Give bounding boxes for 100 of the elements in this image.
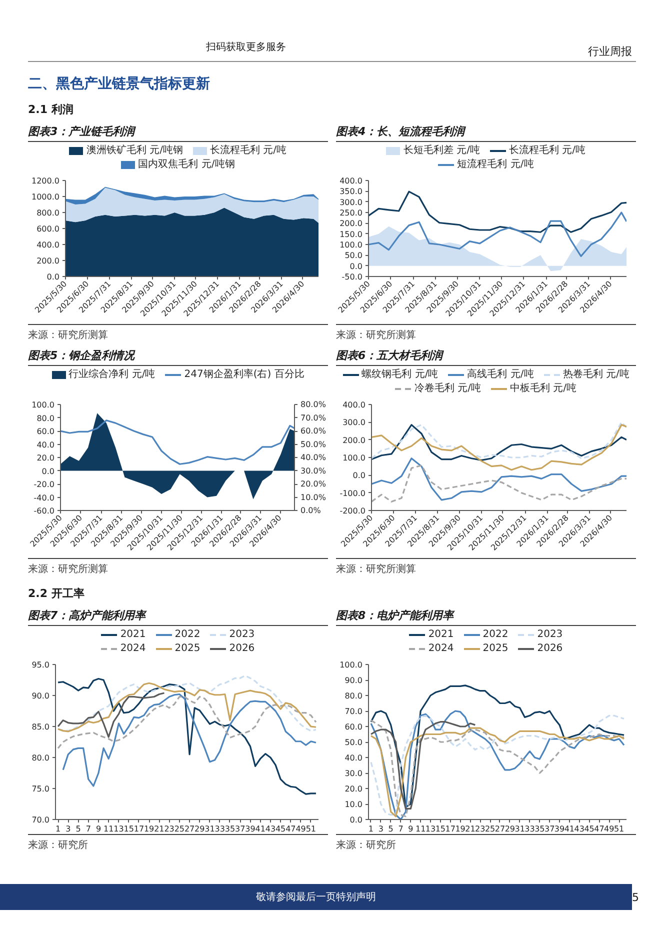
y-tick-label: 50.0: [344, 251, 362, 260]
y-tick-label: 10.0: [344, 800, 362, 809]
x-tick-label: 43: [574, 824, 584, 834]
y-tick-label: 50.0: [344, 738, 362, 747]
x-tick-label: 1: [55, 824, 61, 834]
source-note: 来源：研究所测算: [336, 324, 636, 344]
x-tick-label: 51: [614, 824, 624, 834]
legend-label: 2025: [174, 643, 200, 654]
legend-label: 螺纹钢毛利 元/吨: [362, 369, 438, 380]
y-tick-label: 60.0: [36, 427, 54, 436]
y2-tick-label: 0.0%: [300, 506, 322, 515]
x-tick-label: 27: [494, 824, 506, 834]
y-tick-label: 20.0: [344, 784, 362, 794]
chart-title: 图表8：电炉产能利用率: [336, 604, 636, 626]
y-tick-label: 1200.0: [32, 176, 60, 186]
x-tick-label: 15: [435, 824, 446, 834]
y2-tick-label: 40.0%: [300, 453, 326, 462]
y-tick-label: -200.0: [340, 506, 366, 516]
y-tick-label: 80.0: [32, 754, 50, 762]
x-tick-label: 29: [504, 824, 515, 834]
x-tick-label: 49: [296, 824, 306, 834]
y-tick-label: 90.0: [32, 692, 50, 700]
text: 5: [632, 890, 639, 906]
x-tick-label: 23: [475, 824, 486, 834]
legend-label: 2022: [482, 629, 508, 640]
legend-label: 2024: [120, 643, 146, 654]
y2-tick-label: 70.0%: [300, 413, 326, 422]
y-tick-label: 800.0: [36, 208, 60, 218]
x-tick-label: 11: [416, 824, 426, 834]
x-tick-label: 9: [96, 824, 102, 834]
legend-label: 中板毛利 元/吨: [510, 383, 577, 394]
y2-tick-label: 30.0%: [300, 466, 326, 476]
y2-tick-label: 80.0%: [300, 400, 326, 409]
legend-label: 2024: [428, 643, 454, 654]
x-tick-label: 39: [245, 824, 256, 834]
x-tick-label: 35: [224, 824, 236, 834]
chart-title: 图表5：钢企盈利情况: [28, 344, 328, 366]
x-tick-label: 43: [265, 824, 276, 834]
x-tick-label: 5: [76, 824, 81, 834]
legend-label: 澳洲铁矿毛利 元/吨钢: [86, 145, 183, 156]
text: 行业周报: [332, 0, 636, 62]
chart-title: 图表3：产业链毛利润: [28, 120, 328, 142]
y2-tick-label: 50.0%: [300, 440, 326, 449]
x-tick-label: 41: [564, 824, 575, 834]
source-note: 来源：研究所: [28, 834, 328, 854]
y-tick-label: 150.0: [340, 230, 363, 239]
legend-label: 长流程毛利 元/吨: [509, 145, 586, 156]
y-tick-label: 100.0: [342, 454, 366, 462]
y-tick-label: 1000.0: [32, 192, 60, 202]
y-tick-label: 20.0: [36, 454, 54, 462]
legend-label: 2023: [537, 629, 563, 640]
y-tick-label: 0.0: [350, 262, 363, 271]
legend-label: 冷卷毛利 元/吨: [414, 383, 481, 394]
y-tick-label: 90.0: [344, 676, 362, 685]
y-tick-label: 0.0: [42, 466, 55, 476]
chart-title: 图表6：五大材毛利润: [336, 344, 636, 366]
x-tick-label: 49: [604, 824, 614, 834]
legend-label: 高线毛利 元/吨: [467, 369, 534, 380]
legend-label: 247钢企盈利率(右) 百分比: [184, 369, 304, 380]
x-tick-label: 15: [124, 824, 134, 834]
y-tick-label: 200.0: [340, 219, 363, 228]
y-tick-label: -20.0: [34, 480, 55, 489]
y-tick-label: 200.0: [36, 256, 60, 266]
chart-title: 图表7：高炉产能利用率: [28, 604, 328, 626]
y-tick-label: 300.0: [342, 418, 366, 428]
y-tick-label: 70.0: [32, 816, 50, 824]
y-tick-label: 200.0: [342, 436, 366, 445]
y-tick-label: 75.0: [32, 784, 50, 794]
y-tick-label: 100.0: [340, 240, 363, 250]
y-tick-label: 100.0: [32, 400, 55, 410]
legend-label: 2022: [174, 629, 200, 640]
x-tick-label: 37: [544, 824, 555, 834]
y-tick-label: 0.0: [352, 471, 366, 480]
y-tick-label: 0.0: [46, 272, 60, 282]
y-tick-label: -50.0: [342, 272, 363, 282]
legend-label: 长短毛利差 元/吨: [403, 145, 480, 156]
x-tick-label: 37: [235, 824, 246, 834]
y-tick-label: 60.0: [344, 722, 362, 732]
legend-label: 2021: [120, 629, 146, 640]
x-tick-label: 21: [154, 824, 164, 834]
legend-label: 2026: [537, 643, 563, 654]
y-tick-label: 30.0: [344, 769, 362, 778]
x-tick-label: 3: [66, 824, 71, 834]
y-tick-label: 100.0: [340, 660, 363, 670]
x-tick-label: 47: [286, 824, 296, 834]
x-tick-label: 7: [86, 824, 91, 834]
y-tick-label: 40.0: [36, 440, 54, 450]
x-tick-label: 11: [104, 824, 114, 834]
y2-tick-label: 10.0%: [300, 492, 326, 502]
source-note: 来源：研究所: [336, 834, 636, 854]
x-tick-label: 25: [174, 824, 185, 834]
legend-label: 热卷毛利 元/吨: [562, 369, 630, 380]
y-tick-label: 250.0: [340, 208, 363, 218]
y-tick-label: -100.0: [340, 488, 366, 498]
source-note: 来源：研究所测算: [336, 558, 636, 578]
chart-title: 图表4：长、短流程毛利润: [336, 120, 636, 142]
y-tick-label: 70.0: [344, 707, 362, 716]
x-tick-label: 23: [164, 824, 174, 834]
text: 扫码获取更多服务: [28, 0, 332, 62]
y-tick-label: 400.0: [340, 176, 363, 186]
